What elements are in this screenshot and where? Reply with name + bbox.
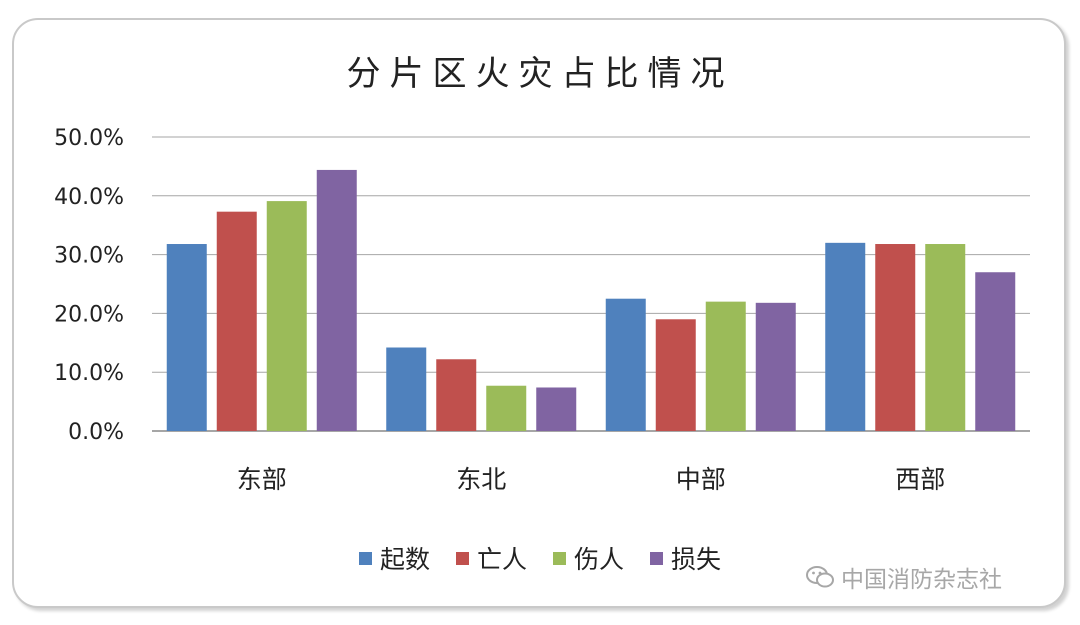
- bar: [825, 242, 866, 431]
- legend-swatch: [650, 551, 664, 565]
- wechat-icon: [806, 566, 834, 588]
- x-tick-label: 中部: [676, 465, 726, 494]
- x-tick-label: 东部: [237, 465, 287, 494]
- legend-label: 亡人: [476, 545, 527, 574]
- bar: [975, 272, 1016, 431]
- bar: [386, 347, 427, 431]
- y-tick-label: 0.0%: [68, 420, 124, 445]
- y-tick-label: 50.0%: [54, 126, 124, 151]
- bar: [755, 302, 796, 431]
- chart-title: 分片区火灾占比情况: [346, 54, 734, 94]
- legend-swatch: [358, 551, 372, 565]
- watermark-text: 中国消防杂志社: [841, 567, 1002, 593]
- y-tick-label: 20.0%: [54, 302, 124, 327]
- watermark: 中国消防杂志社: [805, 560, 1002, 594]
- y-tick-label: 10.0%: [54, 361, 124, 386]
- bar: [316, 169, 357, 432]
- legend-item: 损失: [650, 540, 721, 576]
- legend-label: 伤人: [574, 545, 625, 574]
- x-tick-label: 东北: [456, 465, 506, 494]
- bar: [875, 244, 916, 431]
- bar: [436, 359, 477, 431]
- bar: [166, 244, 207, 431]
- legend-swatch: [553, 551, 566, 565]
- bar: [216, 211, 257, 431]
- legend-item: 伤人: [553, 540, 624, 576]
- y-tick-label: 30.0%: [54, 244, 124, 269]
- chart-legend: 起数 亡人 伤人 损失: [0, 540, 1080, 576]
- legend-label: 起数: [379, 545, 430, 574]
- bar: [605, 298, 646, 431]
- x-tick-label: 西部: [895, 465, 945, 494]
- legend-label: 损失: [671, 545, 722, 574]
- legend-item: 亡人: [455, 540, 527, 576]
- bar: [925, 244, 966, 431]
- bar: [486, 385, 527, 431]
- bar: [536, 387, 577, 431]
- bar: [266, 201, 307, 431]
- bar: [705, 301, 746, 431]
- bar: [655, 319, 696, 431]
- y-tick-label: 40.0%: [54, 185, 124, 210]
- legend-item: 起数: [358, 540, 430, 576]
- legend-swatch: [455, 551, 469, 565]
